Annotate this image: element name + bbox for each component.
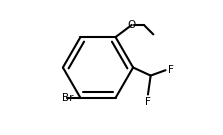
Text: F: F [145, 97, 151, 107]
Text: Br: Br [62, 93, 73, 103]
Text: O: O [128, 20, 136, 30]
Text: F: F [167, 65, 173, 75]
